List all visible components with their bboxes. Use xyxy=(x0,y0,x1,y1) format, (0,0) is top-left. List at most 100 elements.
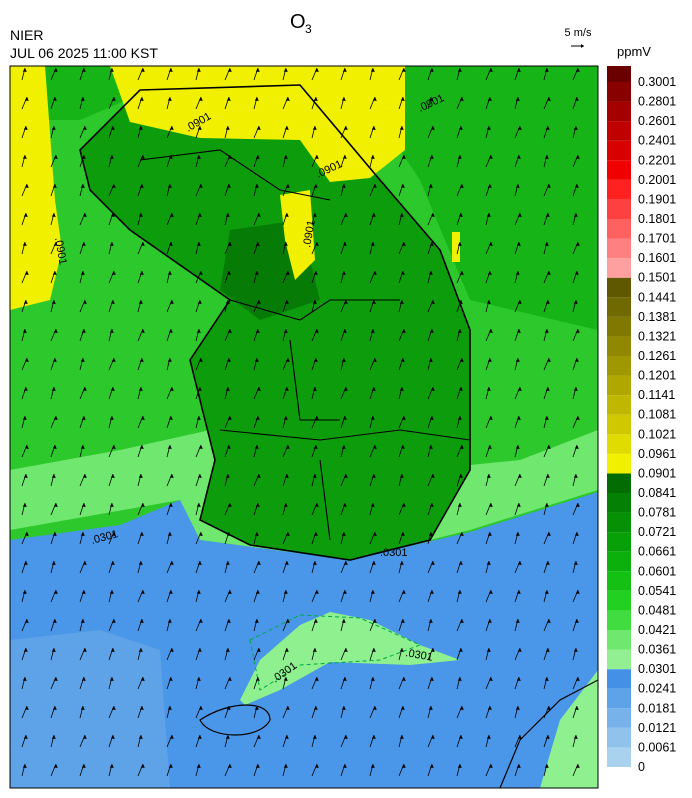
wind-arrowhead xyxy=(111,619,116,623)
wind-arrowhead xyxy=(256,735,261,739)
wind-arrowhead xyxy=(80,445,85,449)
wind-arrowhead xyxy=(110,387,115,391)
wind-arrowhead xyxy=(430,387,435,391)
wind-arrowhead xyxy=(53,677,58,681)
colorbar-label: 0.0421 xyxy=(638,623,676,637)
wind-arrowhead xyxy=(342,416,347,420)
wind-arrowhead xyxy=(80,358,85,362)
wind-arrowhead xyxy=(313,619,318,623)
wind-arrowhead xyxy=(109,329,114,333)
wind-arrowhead xyxy=(516,764,521,768)
wind-arrowhead xyxy=(487,706,492,710)
wind-arrowhead xyxy=(371,300,376,304)
wind-arrowhead xyxy=(312,213,317,217)
wind-arrowhead xyxy=(198,445,203,449)
wind-arrowhead xyxy=(226,619,231,623)
wind-arrowhead xyxy=(517,474,522,478)
wind-arrowhead xyxy=(314,68,319,72)
wind-arrowhead xyxy=(82,474,87,478)
colorbar-label: 0.2201 xyxy=(638,153,676,167)
wind-arrowhead xyxy=(168,677,173,681)
wind-arrowhead xyxy=(312,300,317,304)
unit: ppmV xyxy=(617,44,651,59)
wind-arrowhead xyxy=(82,648,87,652)
wind-arrowhead xyxy=(109,590,114,594)
wind-arrowhead xyxy=(110,648,115,652)
wind-arrowhead xyxy=(140,503,145,507)
wind-arrowhead xyxy=(457,503,462,507)
wind-arrowhead xyxy=(401,242,406,246)
wind-arrowhead xyxy=(256,648,261,652)
wind-arrowhead xyxy=(459,97,464,101)
wind-arrowhead xyxy=(457,677,462,681)
wind-arrowhead xyxy=(342,155,347,159)
wind-arrowhead xyxy=(546,532,551,536)
wind-arrowhead xyxy=(429,503,434,507)
colorbar-box xyxy=(607,336,631,356)
wind-arrowhead xyxy=(81,503,86,507)
wind-arrowhead xyxy=(167,184,172,188)
wind-arrowhead xyxy=(313,271,318,275)
wind-arrowhead xyxy=(401,590,406,594)
wind-arrowhead xyxy=(196,764,201,768)
wind-arrowhead xyxy=(227,68,232,72)
colorbar-box xyxy=(607,82,631,102)
colorbar-label: 0.1381 xyxy=(638,310,676,324)
wind-arrowhead xyxy=(169,648,174,652)
wind-arrowhead xyxy=(22,503,27,507)
wind-arrowhead xyxy=(371,561,376,565)
wind-arrowhead xyxy=(254,97,259,101)
colorbar-box xyxy=(607,493,631,513)
contour-label: .0901 xyxy=(301,219,318,248)
wind-arrowhead xyxy=(428,358,433,362)
wind-arrowhead xyxy=(341,445,346,449)
wind-arrowhead xyxy=(51,387,56,391)
wind-arrowhead xyxy=(23,735,28,739)
wind-arrowhead xyxy=(401,677,406,681)
wind-arrowhead xyxy=(370,416,375,420)
wind-arrowhead xyxy=(22,677,27,681)
wind-arrowhead xyxy=(198,271,203,275)
wind-arrowhead xyxy=(371,126,376,130)
wind-arrowhead xyxy=(168,764,173,768)
wind-arrowhead xyxy=(23,300,28,304)
wind-arrowhead xyxy=(53,68,58,72)
wind-vectors xyxy=(21,67,580,777)
wind-arrowhead xyxy=(515,532,520,536)
wind-arrowhead xyxy=(400,97,405,101)
wind-arrowhead xyxy=(225,213,230,217)
wind-arrowhead xyxy=(517,300,522,304)
wind-arrowhead xyxy=(169,387,174,391)
wind-arrowhead xyxy=(544,764,549,768)
colorbar-label: 0.1901 xyxy=(638,192,676,206)
wind-arrowhead xyxy=(139,271,144,275)
colorbar-box xyxy=(607,395,631,415)
wind-arrowhead xyxy=(22,590,27,594)
colorbar-label: 0.0541 xyxy=(638,584,676,598)
wind-arrowhead xyxy=(139,184,144,188)
wind-arrowhead xyxy=(226,706,231,710)
wind-arrowhead xyxy=(341,184,346,188)
wind-arrowhead xyxy=(457,242,462,246)
wind-arrowhead xyxy=(53,329,58,333)
wind-arrowhead xyxy=(284,126,289,130)
wind-arrowhead xyxy=(284,213,289,217)
wind-arrowhead xyxy=(227,764,232,768)
wind-arrowhead xyxy=(546,706,551,710)
wind-arrowhead xyxy=(254,445,259,449)
wind-arrowhead xyxy=(516,416,521,420)
agency: NIER xyxy=(10,27,43,43)
wind-arrowhead xyxy=(313,532,318,536)
colorbar-label: 0.1141 xyxy=(638,388,675,402)
wind-arrowhead xyxy=(459,445,464,449)
wind-arrowhead xyxy=(314,764,319,768)
wind-arrowhead xyxy=(430,126,435,130)
wind-arrowhead xyxy=(516,155,521,159)
wind-arrowhead xyxy=(198,97,203,101)
colorbar-box xyxy=(607,649,631,670)
wind-arrowhead xyxy=(545,735,550,739)
north-green-field xyxy=(10,66,598,330)
colorbar-box xyxy=(607,375,631,396)
wind-arrowhead xyxy=(517,387,522,391)
wind-arrowhead xyxy=(312,387,317,391)
